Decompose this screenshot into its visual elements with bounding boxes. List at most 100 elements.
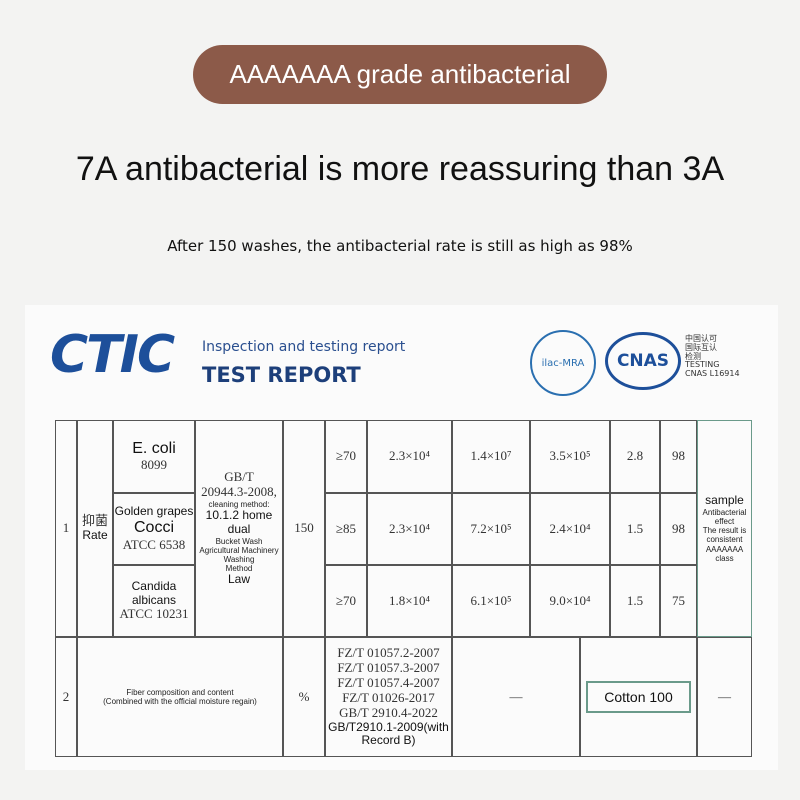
accreditation-line: 中国认可: [685, 334, 717, 343]
result-cell: 2.4×10⁴: [530, 493, 610, 565]
standards-cell: FZ/T 01057.2-2007 FZ/T 01057.3-2007 FZ/T 0…: [325, 637, 452, 757]
cell-text: 150: [294, 520, 314, 536]
organism-cell: Candida albicans ATCC 10231: [113, 565, 195, 637]
cell-text: ATCC 10231: [119, 606, 189, 622]
cell-text: 6.1×10⁵: [470, 592, 512, 608]
report-subtitle: Inspection and testing report: [202, 339, 406, 355]
cell-text: 2.3×10⁴: [388, 448, 431, 464]
result-cell: Cotton 100: [580, 637, 697, 757]
cell-text: 1: [62, 520, 70, 536]
result-cell: 98: [660, 420, 697, 493]
cell-text: ≥70: [335, 592, 357, 608]
result-cell: 9.0×10⁴: [530, 565, 610, 637]
accreditation-line: 检测: [685, 351, 701, 361]
cell-text: cleaning method:: [208, 499, 270, 509]
headline: 7A antibacterial is more reassuring than…: [75, 150, 725, 188]
cell-text: GB/T 2910.4-2022: [339, 704, 438, 720]
cell-text: Rate: [82, 528, 108, 543]
report-title: TEST REPORT: [202, 363, 361, 387]
cell-text: class: [715, 553, 734, 563]
method-cell: GB/T 20944.3-2008, cleaning method: 10.1.2 …: [195, 420, 283, 637]
cell-text: Golden grapes: [114, 504, 194, 519]
cell-text: —: [509, 688, 523, 704]
cell-text: Fiber composition and content: [126, 687, 234, 697]
conclusion-cell: sample Antibacterial effect The result is …: [697, 420, 752, 637]
row-number: 2: [55, 637, 77, 757]
subheadline: After 150 washes, the antibacterial rate…: [167, 237, 633, 255]
cell-text: Law: [227, 572, 250, 587]
unit-cell: %: [283, 637, 325, 757]
cell-text: Antibacterial effect: [702, 507, 747, 527]
cell-text: FZ/T 01026-2017: [342, 689, 435, 705]
cell-text: Bucket Wash Agricultural Machinery Washi…: [199, 536, 279, 564]
item-cell: Fiber composition and content (Combined w…: [77, 637, 283, 757]
cell-text: 抑菌: [81, 513, 108, 529]
cell-text: (Combined with the official moisture reg…: [103, 697, 257, 706]
cell-text: 7.2×10⁵: [470, 520, 512, 536]
blank-cell: —: [452, 637, 580, 757]
cell-text: 1.5: [626, 592, 644, 608]
result-cell: 98: [660, 493, 697, 565]
result-cell: 2.3×10⁴: [367, 493, 452, 565]
result-cell: 2.3×10⁴: [367, 420, 452, 493]
cell-text: FZ/T 01057.4-2007: [337, 674, 440, 690]
result-cell: 2.8: [610, 420, 660, 493]
cnas-mark: CNAS: [605, 332, 681, 390]
accreditation-line: 国际互认: [685, 342, 717, 352]
cell-text: 8099: [141, 457, 167, 473]
cell-text: GB/T2910.1-2009(with: [328, 719, 449, 734]
result-cell: 1.5: [610, 565, 660, 637]
washes-cell: 150: [283, 420, 325, 637]
result-cell: 7.2×10⁵: [452, 493, 530, 565]
cell-text: 98: [672, 520, 685, 536]
cell-text: %: [298, 688, 310, 704]
result-cell: ≥70: [325, 565, 367, 637]
cell-text: GB/T: [224, 468, 254, 484]
result-cell: ≥85: [325, 493, 367, 565]
cell-text: 2.8: [626, 448, 644, 464]
cell-text: 1.8×10⁴: [388, 592, 431, 608]
badge: AAAAAAA grade antibacterial: [193, 45, 607, 104]
result-cell: 1.5: [610, 493, 660, 565]
cell-text: FZ/T 01057.3-2007: [337, 659, 440, 675]
cell-text: E. coli: [132, 439, 176, 457]
cell-text: The result is consistent: [702, 526, 747, 545]
result-cell: 3.5×10⁵: [530, 420, 610, 493]
result-cell: 6.1×10⁵: [452, 565, 530, 637]
cell-text: 1.5: [626, 520, 644, 536]
result-cell: ≥70: [325, 420, 367, 493]
accreditation-line: CNAS L16914: [685, 369, 740, 379]
result-cell: 1.4×10⁷: [452, 420, 530, 493]
logo: CTIC: [50, 325, 175, 385]
cell-text: Cocci: [133, 519, 174, 537]
cell-text: Method: [225, 564, 253, 574]
organism-cell: E. coli 8099: [113, 420, 195, 493]
row-number: 1: [55, 420, 77, 637]
cell-text: sample: [705, 493, 744, 508]
cell-text: ≥70: [335, 448, 357, 464]
cell-text: FZ/T 01057.2-2007: [337, 644, 440, 660]
cell-text: 75: [672, 592, 685, 608]
cell-text: AAAAAAA: [705, 544, 744, 554]
cell-text: 2: [62, 688, 70, 704]
cell-text: ATCC 6538: [122, 536, 186, 552]
report: CTIC Inspection and testing report TEST …: [25, 305, 778, 770]
cell-text: —: [718, 688, 731, 704]
cell-text: 3.5×10⁵: [549, 448, 591, 464]
cell-text: 2.4×10⁴: [549, 520, 591, 536]
cell-text: ≥85: [335, 520, 357, 536]
cell-text: 98: [672, 448, 685, 464]
cell-text: Record B): [361, 733, 416, 748]
result-cell: 1.8×10⁴: [367, 565, 452, 637]
cell-text: 9.0×10⁴: [549, 592, 591, 608]
item-cell: 抑菌 Rate: [77, 420, 113, 637]
cell-text: 20944.3-2008,: [201, 483, 277, 499]
cell-text: 10.1.2 home dual: [205, 507, 273, 536]
result-box: Cotton 100: [586, 680, 691, 714]
blank-cell: —: [697, 637, 752, 757]
accreditation: 中国认可 国际互认 检测 TESTING CNAS L16914: [685, 334, 740, 379]
cell-text: 2.3×10⁴: [388, 520, 431, 536]
accreditation-line: TESTING: [685, 360, 720, 370]
organism-cell: Golden grapes Cocci ATCC 6538: [113, 493, 195, 565]
